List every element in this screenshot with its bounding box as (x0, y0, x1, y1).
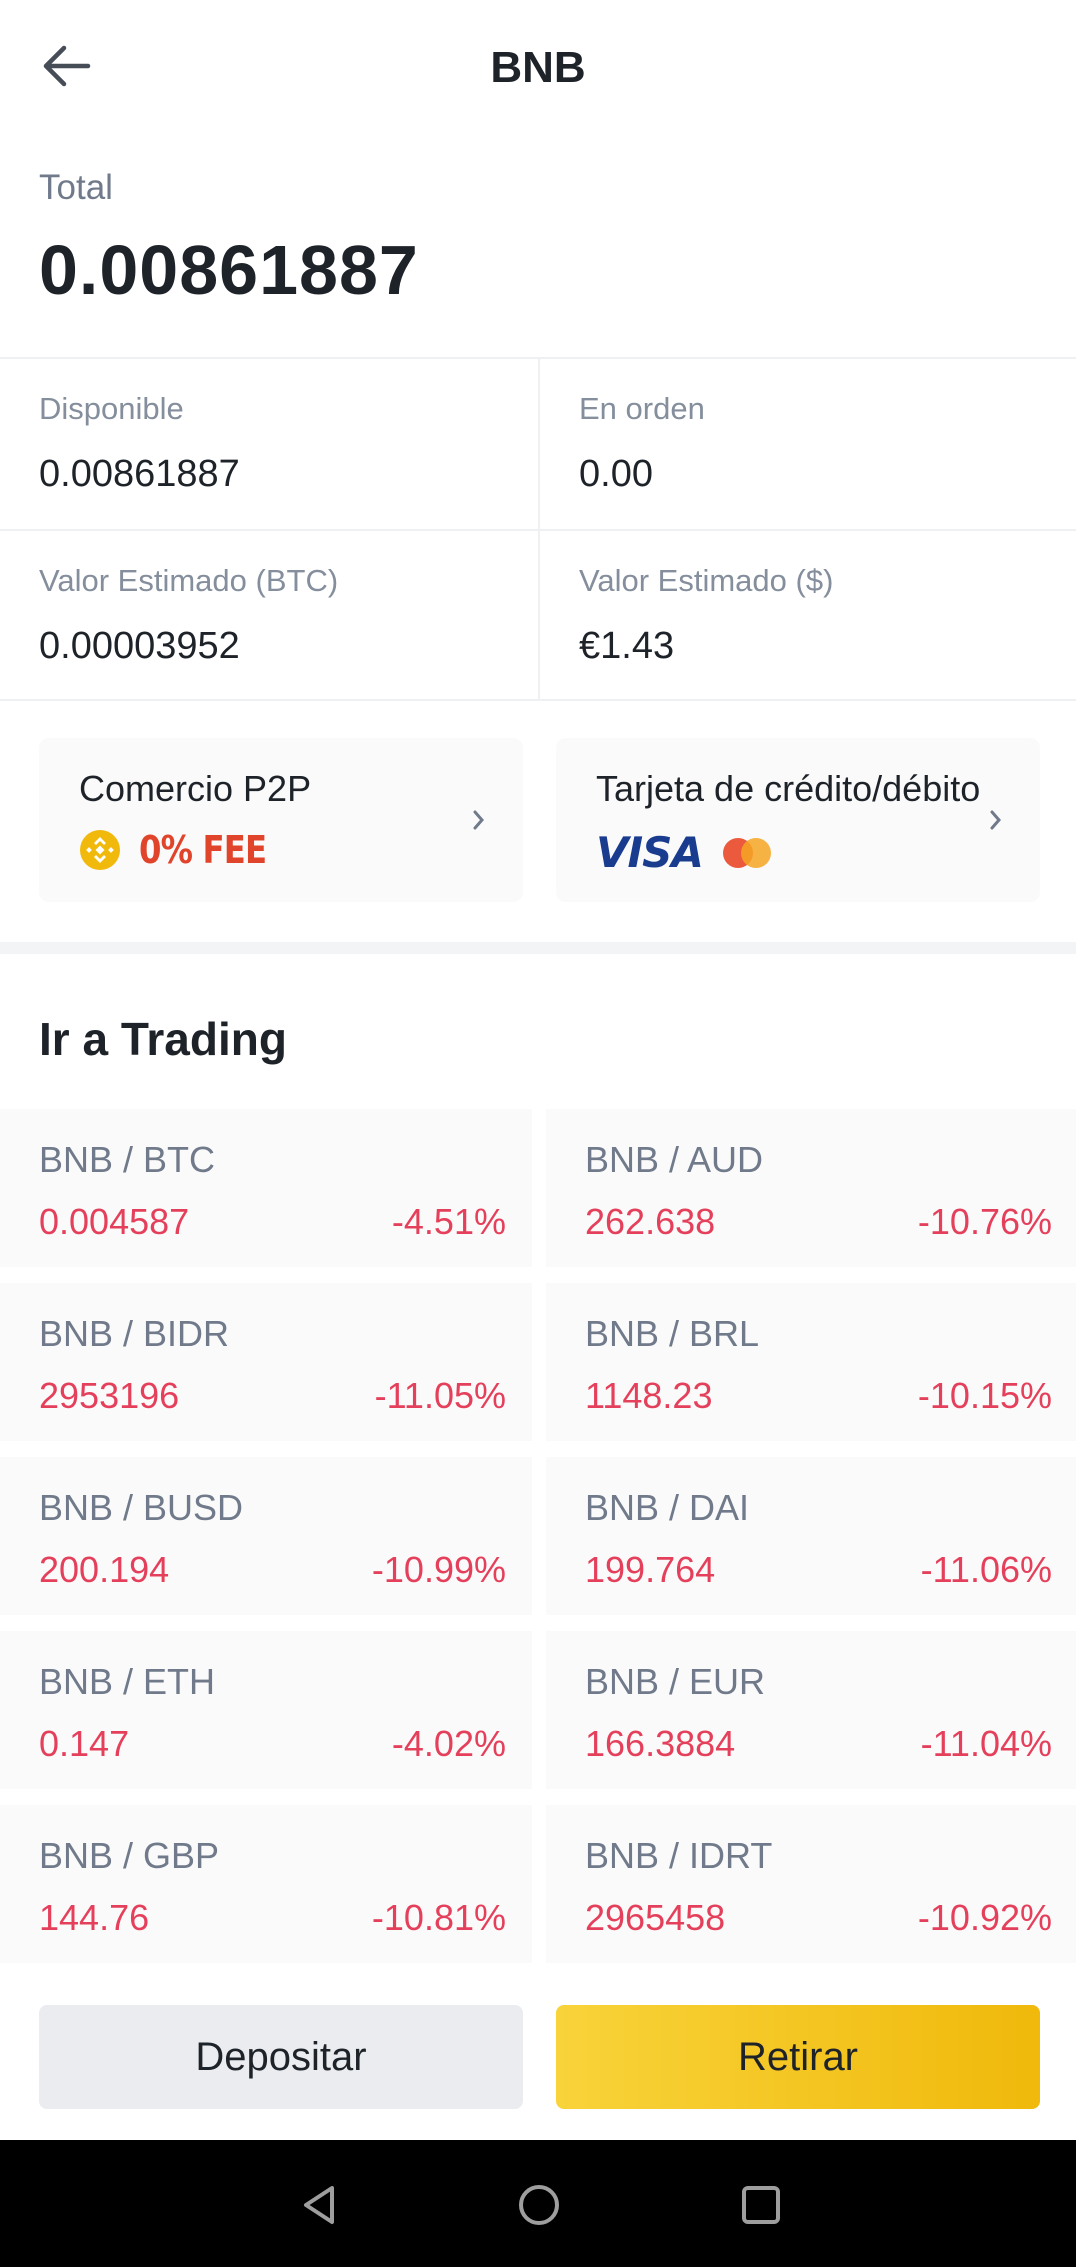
trading-pair-card[interactable]: BNB / ETH 0.147 -4.02% (0, 1631, 532, 1789)
top-app-bar: BNB (0, 0, 1076, 136)
triangle-back-icon (304, 2186, 334, 2224)
available-value: 0.00861887 (39, 453, 240, 495)
pair-name: BNB / BTC (39, 1139, 216, 1180)
p2p-fee-badge: 0% FEE (139, 828, 267, 872)
pair-price: 0.004587 (39, 1201, 190, 1242)
nav-home-button[interactable] (504, 2170, 574, 2240)
page-title: BNB (490, 43, 586, 92)
pair-price: 0.147 (39, 1723, 130, 1764)
pair-change: -10.76% (917, 1201, 1052, 1242)
stats-divider (0, 529, 1076, 531)
nav-recents-button[interactable] (726, 2170, 796, 2240)
p2p-trading-card[interactable]: Comercio P2P 0% FEE (39, 738, 523, 902)
total-value: 0.00861887 (39, 231, 419, 309)
circle-home-icon (519, 2185, 559, 2225)
pair-name: BNB / BIDR (39, 1313, 230, 1354)
card-purchase-card[interactable]: Tarjeta de crédito/débito VISA (556, 738, 1040, 902)
in-order-stat: En orden 0.00 (540, 359, 1076, 529)
system-navigation-bar (0, 2140, 1076, 2267)
trading-pair-card[interactable]: BNB / BRL 1148.23 -10.15% (546, 1283, 1076, 1441)
pair-change: -10.15% (917, 1375, 1052, 1416)
visa-logo: VISA (596, 828, 704, 877)
available-label: Disponible (39, 391, 184, 426)
trading-pair-card[interactable]: BNB / EUR 166.3884 -11.04% (546, 1631, 1076, 1789)
chevron-right-icon (990, 810, 1001, 830)
pair-price: 144.76 (39, 1897, 150, 1938)
pair-name: BNB / BRL (585, 1313, 760, 1354)
pair-change: -11.05% (374, 1375, 506, 1416)
mastercard-icon (722, 837, 771, 868)
pair-change: -11.06% (920, 1549, 1052, 1590)
pair-name: BNB / IDRT (585, 1835, 773, 1876)
card-purchase-title: Tarjeta de crédito/débito (596, 768, 981, 809)
pair-name: BNB / AUD (585, 1139, 764, 1180)
pair-change: -11.04% (920, 1723, 1052, 1764)
trading-pair-card[interactable]: BNB / DAI 199.764 -11.06% (546, 1457, 1076, 1615)
est-btc-stat: Valor Estimado (BTC) 0.00003952 (0, 531, 538, 701)
total-label: Total (39, 168, 113, 207)
pair-change: -4.51% (391, 1201, 506, 1242)
pair-price: 200.194 (39, 1549, 170, 1590)
pair-change: -10.92% (917, 1897, 1052, 1938)
nav-back-button[interactable] (284, 2170, 354, 2240)
total-balance: Total 0.00861887 (39, 168, 419, 310)
trading-pair-card[interactable]: BNB / BTC 0.004587 -4.51% (0, 1109, 532, 1267)
section-separator (0, 942, 1076, 954)
p2p-title: Comercio P2P (79, 768, 312, 809)
pair-name: BNB / ETH (39, 1661, 216, 1702)
trading-pair-card[interactable]: BNB / BIDR 2953196 -11.05% (0, 1283, 532, 1441)
pair-name: BNB / BUSD (39, 1487, 244, 1528)
pair-change: -4.02% (391, 1723, 506, 1764)
bnb-coin-icon (80, 830, 120, 870)
arrow-left-icon (43, 45, 91, 87)
est-fiat-stat: Valor Estimado ($) €1.43 (540, 531, 1076, 701)
pair-name: BNB / GBP (39, 1835, 220, 1876)
trading-pair-card[interactable]: BNB / AUD 262.638 -10.76% (546, 1109, 1076, 1267)
square-recents-icon (742, 2186, 780, 2224)
trading-section-title: Ir a Trading (39, 1013, 287, 1065)
pair-name: BNB / DAI (585, 1487, 750, 1528)
pair-price: 1148.23 (585, 1375, 713, 1416)
balance-stats: Disponible 0.00861887 En orden 0.00 Valo… (0, 357, 1076, 701)
available-stat: Disponible 0.00861887 (0, 359, 538, 529)
back-button[interactable] (30, 36, 102, 96)
pair-change: -10.81% (371, 1897, 506, 1938)
bottom-action-bar: Depositar Retirar (0, 1965, 1076, 2140)
withdraw-button[interactable]: Retirar (556, 2005, 1040, 2109)
trading-pair-card[interactable]: BNB / GBP 144.76 -10.81% (0, 1805, 532, 1963)
pair-price: 166.3884 (585, 1723, 736, 1764)
pair-change: -10.99% (371, 1549, 506, 1590)
in-order-value: 0.00 (579, 453, 653, 495)
chevron-right-icon (473, 810, 484, 830)
pair-price: 2965458 (585, 1897, 726, 1938)
pair-name: BNB / EUR (585, 1661, 766, 1702)
est-btc-label: Valor Estimado (BTC) (39, 563, 339, 598)
pair-price: 199.764 (585, 1549, 716, 1590)
in-order-label: En orden (579, 391, 705, 426)
est-btc-value: 0.00003952 (39, 625, 240, 667)
trading-pair-card[interactable]: BNB / BUSD 200.194 -10.99% (0, 1457, 532, 1615)
trading-pair-card[interactable]: BNB / IDRT 2965458 -10.92% (546, 1805, 1076, 1963)
stats-divider (0, 699, 1076, 701)
deposit-button[interactable]: Depositar (39, 2005, 523, 2109)
est-fiat-value: €1.43 (579, 625, 675, 667)
pair-price: 2953196 (39, 1375, 180, 1416)
pair-price: 262.638 (585, 1201, 716, 1242)
est-fiat-label: Valor Estimado ($) (579, 563, 834, 598)
